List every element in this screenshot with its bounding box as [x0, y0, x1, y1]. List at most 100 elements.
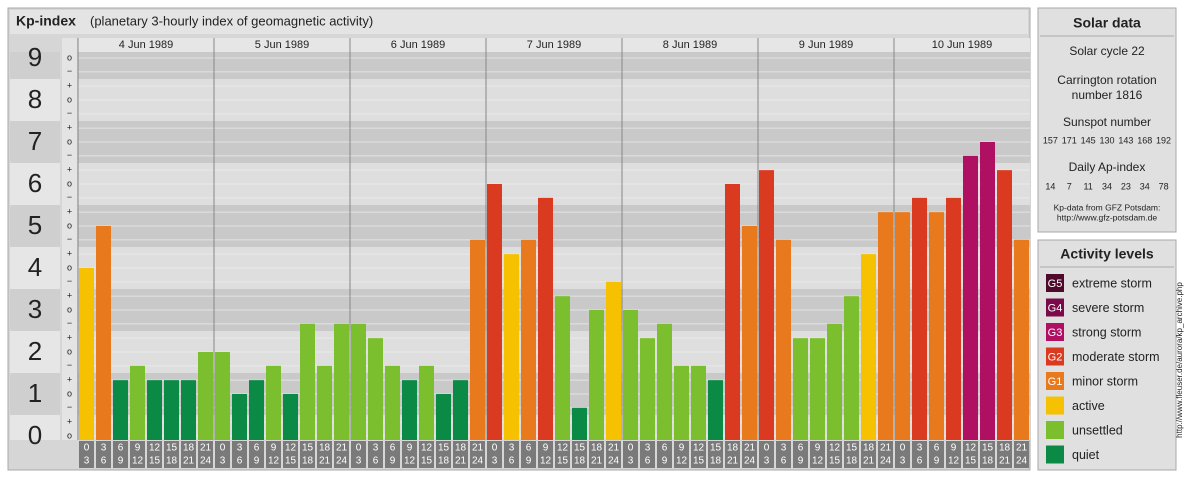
hour-box [640, 441, 655, 468]
hour-label: 21 [1016, 443, 1028, 454]
legend-label: severe storm [1072, 301, 1144, 315]
hour-label: 9 [271, 443, 277, 454]
bar [929, 212, 944, 440]
legend-badge: G4 [1048, 302, 1063, 314]
bar [793, 338, 808, 440]
label-band [10, 289, 60, 331]
minor-tick-label: + [67, 333, 72, 343]
hour-box [402, 441, 417, 468]
hour-box [980, 441, 995, 468]
hour-label: 24 [200, 456, 212, 467]
legend-label: minor storm [1072, 374, 1138, 388]
bar [351, 323, 366, 440]
bar [980, 142, 995, 440]
label-band [10, 79, 60, 121]
hour-label: 9 [798, 456, 804, 467]
hour-label: 18 [438, 456, 450, 467]
hour-box [419, 441, 434, 468]
hour-label: 21 [863, 456, 875, 467]
bar [521, 239, 536, 440]
minor-tick-label: o [67, 178, 72, 188]
bar [487, 184, 502, 440]
bar [997, 170, 1012, 440]
hour-label: 21 [319, 456, 331, 467]
bar [759, 170, 774, 440]
ap-value: 34 [1102, 181, 1112, 191]
hour-label: 21 [608, 443, 620, 454]
bar [300, 323, 315, 440]
bar [232, 394, 247, 440]
hour-box [181, 441, 196, 468]
hour-label: 3 [84, 456, 90, 467]
hour-box [929, 441, 944, 468]
hour-box [997, 441, 1012, 468]
hour-label: 18 [574, 456, 586, 467]
hour-box [385, 441, 400, 468]
hour-box [1014, 441, 1029, 468]
legend-label: strong storm [1072, 325, 1141, 339]
label-band [10, 121, 60, 163]
hour-label: 18 [319, 443, 331, 454]
hour-label: 9 [118, 456, 124, 467]
bar [1014, 239, 1029, 440]
day-label: 8 Jun 1989 [663, 39, 717, 51]
sunspot-title: Sunspot number [1063, 115, 1151, 129]
day-header [894, 38, 1030, 52]
hour-box [113, 441, 128, 468]
minor-tick-label: o [67, 220, 72, 230]
title-bar [10, 10, 1028, 34]
ap-value: 78 [1159, 181, 1169, 191]
hour-label: 15 [285, 456, 297, 467]
bar [385, 365, 400, 440]
minor-tick-label: − [67, 192, 72, 202]
minor-tick-label: + [67, 165, 72, 175]
hour-label: 3 [645, 443, 651, 454]
hour-label: 18 [591, 443, 603, 454]
hour-label: 18 [710, 456, 722, 467]
bar [164, 380, 179, 440]
hour-label: 18 [982, 456, 994, 467]
hour-label: 3 [781, 443, 787, 454]
y-tick-label: 0 [28, 420, 42, 450]
day-header [350, 38, 486, 52]
legend-swatch [1046, 445, 1064, 464]
bar [181, 380, 196, 440]
hour-box [232, 441, 247, 468]
legend-swatch [1046, 347, 1064, 366]
label-band [10, 52, 60, 79]
legend-label: quiet [1072, 448, 1100, 462]
minor-tick-label: o [67, 94, 72, 104]
bar [572, 407, 587, 440]
bar [402, 380, 417, 440]
hour-label: 15 [149, 456, 161, 467]
hour-box [572, 441, 587, 468]
day-label: 7 Jun 1989 [527, 39, 581, 51]
hour-label: 6 [917, 456, 923, 467]
hour-box [623, 441, 638, 468]
minor-tick-label: + [67, 249, 72, 259]
hour-label: 0 [764, 443, 770, 454]
minor-tick-label: − [67, 108, 72, 118]
hour-box [725, 441, 740, 468]
hour-label: 0 [628, 443, 634, 454]
bar [249, 380, 264, 440]
ap-value: 7 [1067, 181, 1072, 191]
minor-tick-label: o [67, 52, 72, 62]
day-header [214, 38, 350, 52]
hour-label: 18 [302, 456, 314, 467]
hour-label: 18 [183, 443, 195, 454]
sunspot-value: 171 [1062, 135, 1077, 145]
bar [555, 296, 570, 440]
bar [504, 254, 519, 440]
hour-label: 21 [727, 456, 739, 467]
hour-box [589, 441, 604, 468]
carrington: number 1816 [1072, 88, 1143, 102]
minor-tick-label: o [67, 430, 72, 440]
bar [878, 212, 893, 440]
hour-label: 3 [764, 456, 770, 467]
hour-box [793, 441, 808, 468]
ap-value: 34 [1140, 181, 1150, 191]
hour-label: 18 [863, 443, 875, 454]
hour-box [606, 441, 621, 468]
hour-label: 6 [118, 443, 124, 454]
